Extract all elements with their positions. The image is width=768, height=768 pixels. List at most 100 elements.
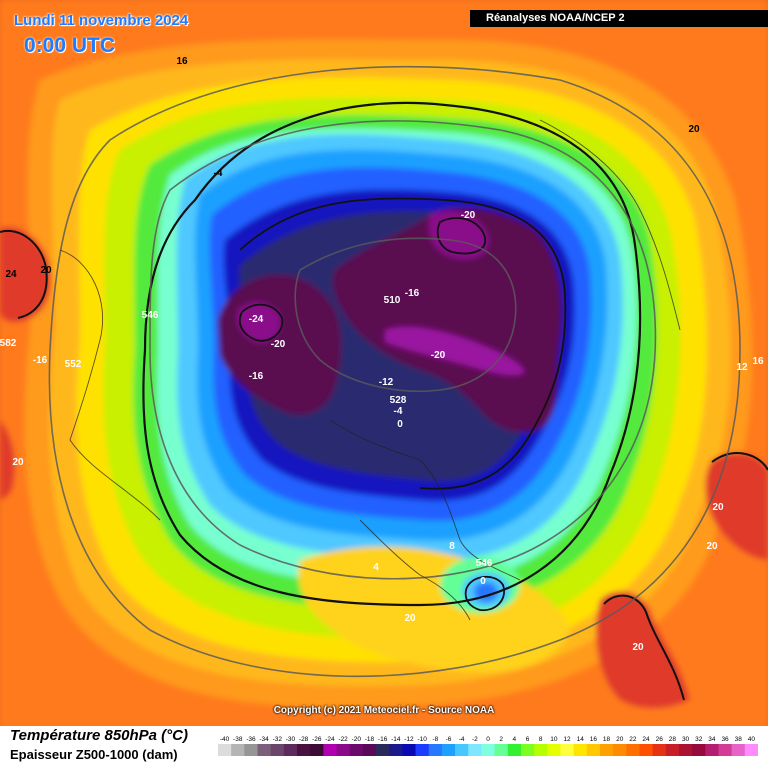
scale-swatch <box>534 744 548 756</box>
scale-tick-label: 32 <box>695 736 703 743</box>
scale-swatch <box>455 744 469 756</box>
geopotential-line-outer <box>48 65 741 678</box>
contour-label: 20 <box>404 613 416 624</box>
scale-swatch <box>718 744 733 756</box>
scale-swatch <box>678 744 693 756</box>
color-scale: -40 -38 -36 -34 -32 -30 -28 -26 -24 -22 -20 -18 -16-… <box>218 736 758 756</box>
scale-tick-label: -36 <box>246 736 256 743</box>
contour-label: 24 <box>5 269 17 280</box>
scale-swatch <box>270 744 285 756</box>
scale-swatch <box>560 744 575 756</box>
geopotential-line-mid <box>149 120 657 580</box>
scale-tick-label: -4 <box>459 736 465 743</box>
scale-swatch <box>599 744 614 756</box>
thickness-line-cold2 <box>238 303 284 342</box>
geopotential-lines <box>48 65 741 678</box>
scale-swatch <box>692 744 706 756</box>
coastline-asia <box>539 119 681 331</box>
scale-tick-label: 40 <box>748 736 756 743</box>
contour-label: 4 <box>373 562 379 573</box>
scale-tick-label: -8 <box>432 736 438 743</box>
hot-patch-west2 <box>0 420 15 500</box>
contour-label: 20 <box>12 457 24 468</box>
scale-swatch <box>297 744 311 756</box>
scale-swatch <box>441 744 456 756</box>
scale-swatch <box>389 744 403 756</box>
scale-tick-label: -20 <box>352 736 362 743</box>
scale-swatch <box>376 744 390 756</box>
scale-tick-label: 16 <box>590 736 598 743</box>
scale-tick-label: 4 <box>513 736 517 743</box>
map-labels: 16 -4 24 20 546 582 -16 552 20 -24 -20 -16 -20 510 -16… <box>0 56 764 653</box>
contour-label: -16 <box>405 288 420 299</box>
contour-label: 552 <box>65 359 82 370</box>
scale-tick-label: 14 <box>577 736 585 743</box>
contour-label: 0 <box>480 576 486 587</box>
scale-tick-label: -12 <box>404 736 414 743</box>
scale-swatch <box>586 744 601 756</box>
contour-label: 8 <box>449 541 455 552</box>
contour-label: 20 <box>40 265 52 276</box>
contour-label: -12 <box>379 377 394 388</box>
scale-swatch <box>573 744 588 756</box>
contour-label: 12 <box>736 362 748 373</box>
contour-label: 546 <box>142 310 159 321</box>
scale-tick-label: 24 <box>642 736 650 743</box>
scale-tick-label: -32 <box>273 736 283 743</box>
scale-swatch <box>481 744 495 756</box>
contour-label: 528 <box>390 395 407 406</box>
scale-swatch <box>257 744 272 756</box>
scale-tick-label: -14 <box>391 736 401 743</box>
scale-swatch <box>336 744 351 756</box>
cold-core-west <box>237 302 282 344</box>
thickness-line-med <box>464 576 505 612</box>
map-date: Lundi 11 novembre 2024 <box>14 12 189 29</box>
contour-label: 0 <box>397 419 403 430</box>
thickness-line-east <box>711 452 768 471</box>
contour-label: -24 <box>249 314 264 325</box>
scale-swatch <box>402 744 416 756</box>
contour-label: 20 <box>632 642 644 653</box>
thickness-lines <box>0 101 768 701</box>
scale-tick-label: 28 <box>669 736 677 743</box>
scale-tick-label: -2 <box>472 736 478 743</box>
scale-tick-label: -10 <box>417 736 427 743</box>
scale-tick-label: 38 <box>735 736 743 743</box>
scale-tick-label: -16 <box>378 736 388 743</box>
contour-label: 510 <box>384 295 401 306</box>
hot-patch-southeast <box>596 591 690 709</box>
scale-swatch <box>349 744 364 756</box>
scale-swatch <box>705 744 719 756</box>
contour-label: 20 <box>706 541 718 552</box>
coastline-europe <box>359 519 471 621</box>
scale-tick-label: 22 <box>629 736 637 743</box>
scale-tick-label: 30 <box>682 736 690 743</box>
contour-label: 582 <box>0 338 17 349</box>
scale-swatch <box>468 744 482 756</box>
cold-core-east2 <box>385 326 525 376</box>
scale-swatch <box>639 744 654 756</box>
contour-label: 16 <box>176 56 188 67</box>
scale-swatch <box>231 744 245 756</box>
coastline-greenland <box>329 419 521 581</box>
scale-swatch <box>362 744 377 756</box>
thickness-line-528 <box>239 197 567 490</box>
scale-swatch <box>744 744 758 756</box>
scale-tick-label: -40 <box>220 736 230 743</box>
scale-tick-label: -28 <box>299 736 309 743</box>
scale-swatch <box>507 744 522 756</box>
legend-title-temperature: Température 850hPa (°C) <box>10 727 189 744</box>
scale-tick-label: 26 <box>656 736 664 743</box>
contour-label: -4 <box>394 406 403 417</box>
scale-swatch <box>244 744 258 756</box>
scale-tick-label: 36 <box>721 736 729 743</box>
scale-swatch <box>218 744 232 756</box>
scale-tick-label: -24 <box>325 736 335 743</box>
scale-tick-label: 12 <box>563 736 571 743</box>
scale-tick-label: 34 <box>708 736 716 743</box>
contour-label: -20 <box>461 210 476 221</box>
scale-swatch <box>613 744 627 756</box>
scale-tick-label: -30 <box>286 736 296 743</box>
